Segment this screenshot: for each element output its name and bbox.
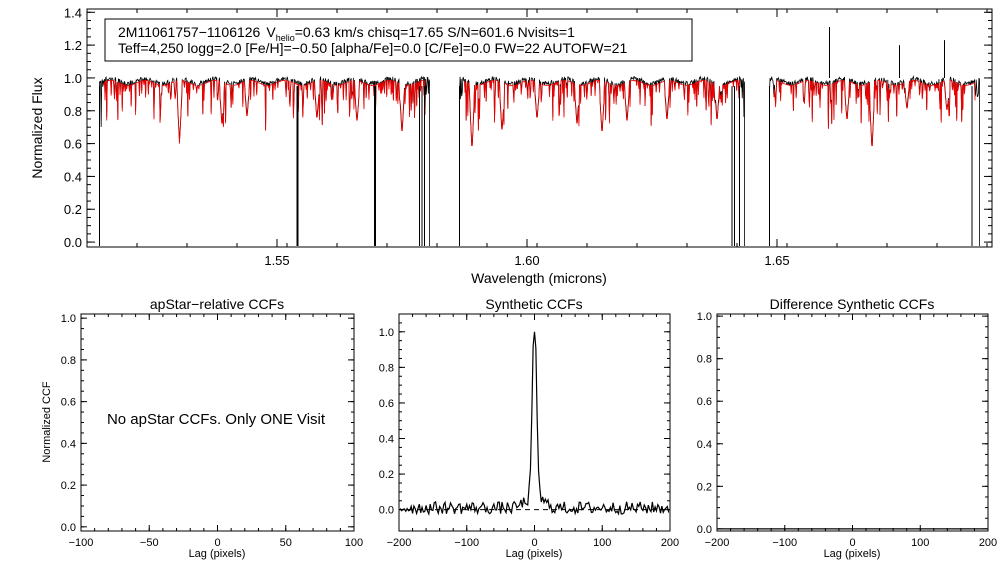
difference-ccf-xtick-label: 0 [849, 537, 855, 549]
spectrum-ytick-label: 1.4 [64, 5, 82, 20]
info-line-1-values: =0.63 km/s chisq=17.65 S/N=601.6 Nvisits… [295, 24, 575, 40]
apstar-ccf-ytick-label: 0.2 [61, 480, 76, 492]
spectrum-xtick-label: 1.60 [514, 253, 539, 268]
spectrum-plot-frame [86, 8, 993, 248]
synthetic-ccf-xtick-label: 200 [661, 537, 679, 549]
synthetic-ccf-ytick-label: 0.8 [379, 362, 394, 374]
difference-ccf-xtick-label: 200 [979, 537, 997, 549]
apstar-ccf-ytick-label: 0.0 [61, 522, 76, 534]
difference-ccf-title: Difference Synthetic CCFs [770, 296, 935, 312]
synthetic-ccf-ytick-label: 1.0 [379, 327, 394, 339]
spectrum-ytick-label: 0.2 [64, 202, 82, 217]
apstar-ccf-ytick-label: 1.0 [61, 313, 76, 325]
apstar-ccf-title: apStar−relative CCFs [150, 296, 284, 312]
synthetic-ccf-xlabel: Lag (pixels) [506, 548, 563, 560]
difference-ccf-xlabel: Lag (pixels) [824, 548, 881, 560]
synthetic-ccf-ytick-label: 0.2 [379, 469, 394, 481]
difference-ccf-ytick-label: 0.6 [697, 396, 712, 408]
synthetic-ccf-plot-frame [398, 313, 671, 532]
spectrum-ytick-label: 1.0 [64, 71, 82, 86]
synthetic-ccf-ytick-label: 0.4 [379, 434, 394, 446]
apstar-ccf-xtick-label: 50 [280, 537, 292, 549]
spectrum-ytick-label: 0.4 [64, 169, 82, 184]
apstar-ccf-ytick-label: 0.6 [61, 397, 76, 409]
apstar-ccf-xtick-label: −50 [140, 537, 159, 549]
spectrum-xlabel: Wavelength (microns) [471, 270, 607, 286]
apstar-ccf-ytick-label: 0.4 [61, 438, 76, 450]
spectrum-ytick-label: 0.8 [64, 104, 82, 119]
difference-ccf-xtick-label: −200 [705, 537, 730, 549]
model-spectrum-segment [103, 79, 426, 144]
synthetic-ccf-xtick-label: 0 [531, 537, 537, 549]
difference-ccf-axes: −200 −100 0 100 200 0.0 0.2 0.4 0.6 0.8 1.0 [697, 311, 997, 549]
synthetic-ccf-xtick-label: −100 [454, 537, 479, 549]
model-spectrum-segment [773, 78, 976, 147]
synthetic-ccf-xtick-label: 100 [593, 537, 611, 549]
apstar-ccf-xtick-label: 0 [214, 537, 220, 549]
spectrum-ytick-label: 0.0 [64, 235, 82, 250]
model-spectrum-segment [463, 79, 741, 147]
synthetic-ccf-xtick-label: −200 [387, 537, 412, 549]
apstar-ccf-xlabel: Lag (pixels) [189, 548, 246, 560]
synthetic-ccf-ytick-label: 0.0 [379, 505, 394, 517]
vhelio-symbol: V [266, 24, 276, 40]
vhelio-subscript: helio [276, 33, 295, 43]
info-line-1: 2M11061757−1106126 Vhelio=0.63 km/s chisq… [118, 24, 575, 43]
observed-spectrum-segment [99, 75, 430, 246]
spectrum-axes: 1.55 1.60 1.65 0.0 0.2 0.4 0.6 0.8 1.0 1.2 1.4 [64, 5, 992, 268]
difference-ccf-ytick-label: 0.0 [697, 524, 712, 536]
synthetic-ccf-ytick-label: 0.6 [379, 398, 394, 410]
no-ccf-annotation: No apStar CCFs. Only ONE Visit [107, 411, 326, 428]
spectrum-ytick-label: 0.6 [64, 137, 82, 152]
difference-ccf-ytick-label: 0.8 [697, 354, 712, 366]
spectrum-ylabel: Normalized Flux [29, 77, 45, 178]
difference-ccf-ytick-label: 0.2 [697, 481, 712, 493]
spectrum-series [99, 27, 980, 246]
apstar-ccf-xtick-label: −100 [69, 537, 94, 549]
apstar-ccf-axes: −100 −50 0 50 100 0.0 0.2 0.4 0.6 0.8 1.0 [61, 313, 363, 549]
synthetic-ccf-title: Synthetic CCFs [485, 296, 582, 312]
info-line-2: Teff=4,250 logg=2.0 [Fe/H]=−0.50 [alpha/… [118, 40, 627, 56]
difference-ccf-plot-frame [716, 313, 989, 532]
info-box [104, 18, 693, 62]
synthetic-ccf-axes: −200 −100 0 100 200 0.0 0.2 0.4 0.6 0.8 1.0 [379, 313, 679, 549]
difference-ccf-xtick-label: 100 [911, 537, 929, 549]
apstar-ccf-ytick-label: 0.8 [61, 355, 76, 367]
spectrum-xtick-label: 1.65 [764, 253, 789, 268]
apstar-ccf-ylabel: Normalized CCF [41, 381, 53, 463]
synthetic-ccf-series [400, 331, 669, 516]
difference-ccf-ytick-label: 1.0 [697, 311, 712, 323]
apstar-ccf-xtick-label: 100 [345, 537, 363, 549]
star-id: 2M11061757−1106126 [118, 24, 261, 40]
difference-ccf-xtick-label: −100 [772, 537, 797, 549]
difference-ccf-ytick-label: 0.4 [697, 439, 712, 451]
synthetic-ccf-curve [400, 331, 669, 516]
spectrum-ytick-label: 1.2 [64, 38, 82, 53]
observed-spectrum-segment [459, 75, 745, 246]
spectrum-xtick-label: 1.55 [264, 253, 289, 268]
